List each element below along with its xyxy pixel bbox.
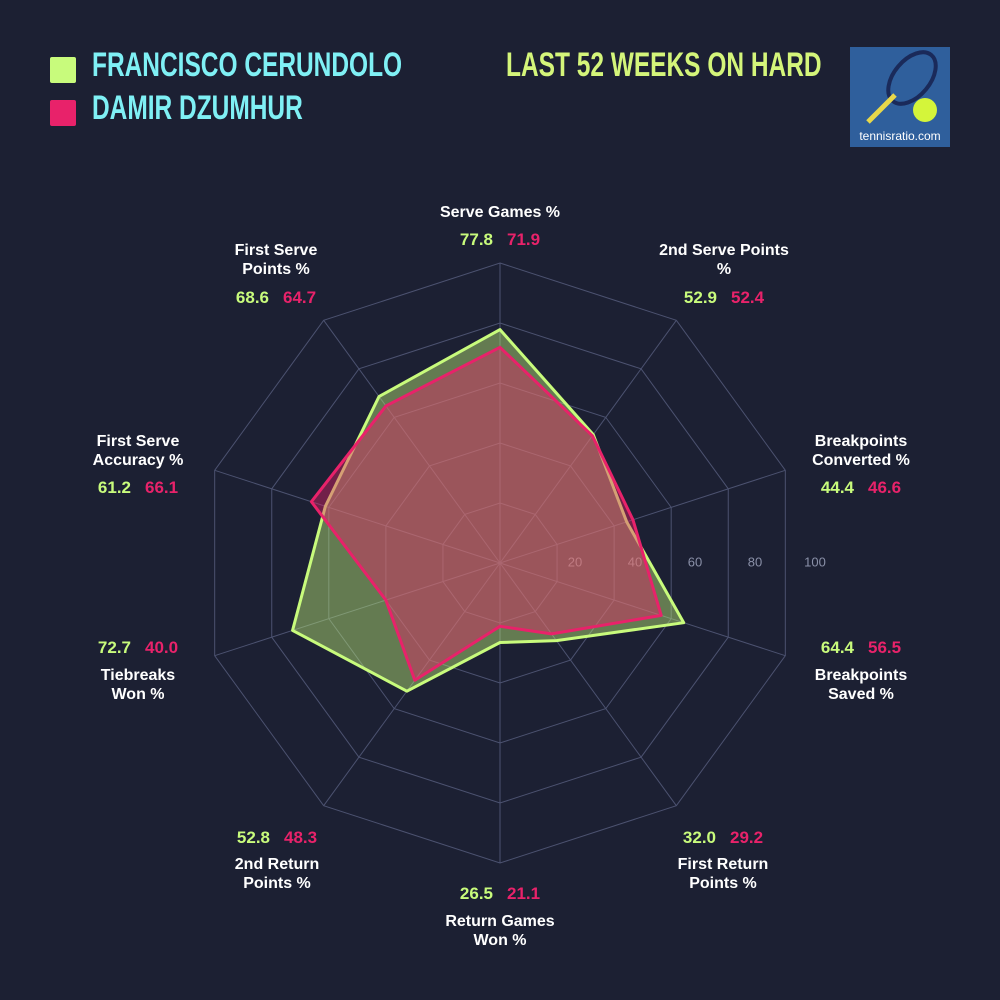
value-label: 26.5 — [459, 884, 493, 903]
spoke — [499, 320, 677, 564]
value-label: 32.0 — [682, 828, 716, 847]
r-tick-label: 40 — [628, 554, 642, 569]
legend-label: FRANCISCO CERUNDOLO — [92, 46, 403, 84]
value-label: 68.6 — [235, 288, 269, 307]
value-label: 64.4 — [820, 638, 854, 657]
value-label: 40.0 — [145, 638, 179, 657]
spoke — [214, 562, 501, 657]
logo-ball — [913, 98, 937, 122]
spoke — [214, 469, 501, 564]
axis-label: First Serve Points % — [234, 242, 318, 278]
chart-title: LAST 52 WEEKS ON HARD — [506, 46, 822, 84]
series-area — [291, 328, 686, 693]
value-label: 66.1 — [145, 478, 179, 497]
value-label: 72.7 — [97, 638, 131, 657]
spoke — [323, 562, 501, 806]
value-labels: 64.4 56.5 — [821, 638, 901, 658]
value-label: 61.2 — [97, 478, 131, 497]
value-label: 56.5 — [868, 638, 902, 657]
value-label: 52.9 — [683, 288, 717, 307]
axis-label: First Return Points % — [677, 856, 769, 892]
value-label: 44.4 — [820, 478, 854, 497]
axis-label: Tiebreaks Won % — [100, 667, 176, 703]
axis-label: Return Games Won % — [445, 913, 555, 949]
value-labels: 61.2 66.1 — [98, 478, 178, 498]
value-label: 29.2 — [730, 828, 764, 847]
value-labels: 52.8 48.3 — [237, 828, 317, 848]
legend-label: DAMIR DZUMHUR — [92, 89, 303, 127]
axis-label: First Serve Accuracy % — [92, 433, 184, 469]
spoke — [499, 562, 786, 657]
spoke — [499, 562, 677, 806]
spoke — [323, 320, 501, 564]
value-label: 71.9 — [507, 230, 541, 249]
grid: 20 40 60 80 100 — [214, 262, 826, 864]
value-label: 21.1 — [507, 884, 541, 903]
legend-swatch — [50, 100, 76, 126]
r-tick-label: 60 — [688, 554, 702, 569]
r-tick-label: 100 — [804, 554, 826, 569]
value-labels: 72.7 40.0 — [98, 638, 178, 658]
axis-label: Breakpoints Saved % — [814, 667, 908, 703]
value-labels: 52.9 52.4 — [684, 288, 764, 308]
axis-label: Serve Games % — [439, 204, 561, 221]
value-labels: 77.8 71.9 — [460, 230, 540, 250]
r-tick-label: 20 — [568, 554, 582, 569]
logo-text: tennisratio.com — [859, 129, 940, 143]
series-area — [309, 345, 663, 682]
value-label: 52.4 — [731, 288, 765, 307]
axis-label: Breakpoints Converted % — [812, 433, 910, 469]
value-label: 77.8 — [459, 230, 493, 249]
value-label: 46.6 — [868, 478, 902, 497]
axis-label: 2nd Serve Points % — [659, 242, 789, 278]
value-label: 52.8 — [236, 828, 270, 847]
value-labels: 44.4 46.6 — [821, 478, 901, 498]
value-labels: 26.5 21.1 — [460, 884, 540, 904]
r-tick-label: 80 — [748, 554, 762, 569]
value-label: 48.3 — [284, 828, 318, 847]
value-labels: 32.0 29.2 — [683, 828, 763, 848]
axis-label: 2nd Return Points % — [234, 856, 320, 892]
logo: tennisratio.com — [850, 47, 950, 147]
spoke — [499, 469, 786, 564]
value-label: 64.7 — [283, 288, 317, 307]
logo-handle — [866, 93, 897, 124]
legend-swatch — [50, 57, 76, 83]
logo-racket — [886, 50, 938, 106]
value-labels: 68.6 64.7 — [236, 288, 316, 308]
